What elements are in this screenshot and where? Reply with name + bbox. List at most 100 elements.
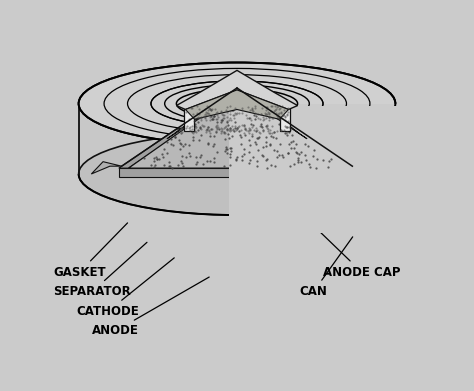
Point (284, 108, 292, 115)
Point (297, 149, 304, 155)
Point (233, 127, 240, 133)
Point (153, 155, 161, 161)
Point (244, 103, 252, 109)
Point (265, 114, 273, 120)
Point (191, 117, 199, 123)
Point (231, 123, 239, 129)
Point (248, 104, 255, 111)
Point (176, 146, 184, 152)
Point (290, 144, 298, 151)
Point (198, 115, 205, 121)
Point (251, 138, 258, 145)
Point (213, 119, 221, 126)
Point (152, 162, 159, 168)
Point (262, 157, 270, 163)
Point (203, 110, 211, 116)
Point (238, 105, 246, 111)
Point (229, 127, 237, 133)
Point (283, 128, 291, 135)
Point (268, 103, 276, 109)
Point (231, 110, 238, 117)
Point (188, 105, 195, 111)
Point (220, 125, 228, 131)
Point (274, 114, 282, 120)
Point (214, 125, 221, 131)
Point (283, 112, 291, 118)
Polygon shape (119, 168, 355, 177)
Point (230, 115, 237, 121)
Ellipse shape (79, 63, 395, 145)
Point (256, 115, 264, 122)
Point (249, 131, 256, 137)
Point (228, 107, 236, 113)
Point (252, 110, 259, 116)
Point (203, 126, 210, 132)
Point (221, 129, 229, 136)
Point (222, 106, 230, 113)
Point (237, 141, 245, 147)
Point (205, 111, 212, 117)
Point (186, 127, 194, 133)
Point (195, 111, 203, 117)
Point (214, 114, 222, 120)
Text: GASKET: GASKET (53, 223, 128, 279)
Point (210, 141, 218, 147)
Point (283, 124, 291, 130)
Point (185, 150, 192, 156)
Point (227, 115, 234, 121)
Point (245, 127, 253, 134)
Point (249, 133, 256, 140)
Point (235, 128, 243, 134)
Point (192, 154, 200, 160)
Point (252, 113, 260, 119)
Point (235, 110, 243, 117)
Point (194, 127, 201, 133)
Point (251, 103, 258, 109)
Point (262, 103, 270, 109)
Point (259, 127, 267, 133)
Point (258, 124, 266, 130)
Point (269, 134, 276, 140)
Point (240, 146, 247, 152)
Point (246, 106, 254, 113)
Point (212, 107, 220, 113)
Point (176, 140, 183, 147)
Point (223, 119, 231, 125)
Point (208, 116, 216, 122)
Point (281, 107, 288, 113)
Point (272, 110, 280, 116)
Point (206, 106, 214, 112)
Point (150, 163, 157, 170)
Point (198, 122, 206, 129)
Point (276, 116, 283, 122)
Point (151, 155, 158, 161)
Point (266, 127, 273, 134)
Point (195, 137, 203, 143)
Point (178, 126, 185, 132)
Point (267, 162, 275, 169)
Text: ANODE: ANODE (92, 277, 209, 337)
Point (281, 117, 289, 123)
Point (228, 117, 235, 123)
Point (167, 141, 175, 147)
Point (233, 124, 240, 131)
Point (177, 126, 185, 132)
Point (206, 127, 213, 133)
Point (265, 117, 273, 123)
Point (212, 115, 220, 122)
Point (205, 128, 213, 135)
Point (278, 109, 285, 115)
Point (279, 112, 287, 118)
Point (219, 127, 226, 134)
Point (220, 130, 228, 136)
Point (153, 156, 161, 162)
Point (250, 112, 258, 118)
Ellipse shape (79, 133, 395, 215)
Point (167, 136, 175, 142)
Point (259, 127, 267, 133)
Point (218, 108, 225, 114)
Point (204, 140, 212, 146)
Point (284, 150, 292, 156)
Point (246, 126, 254, 132)
Point (227, 145, 234, 151)
